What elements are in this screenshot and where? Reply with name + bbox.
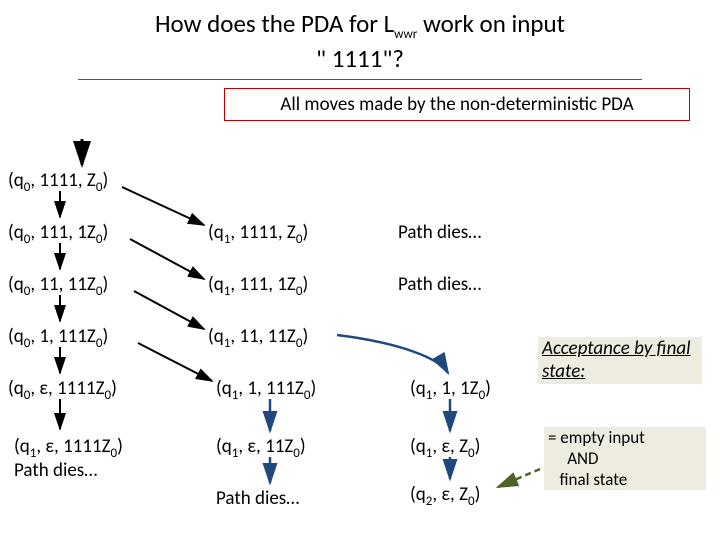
config-q0-eps: (q0, ε, 1111Z0) [8,377,117,403]
slide-title: How does the PDA for Lwwr work on input … [0,0,720,79]
config-q1-eps-1111: (q1, ε, 1111Z0) [14,435,123,461]
path-dies-left: Path dies… [14,459,97,482]
config-q0-111: (q0, 111, 1Z0) [8,221,108,247]
config-q1-eps-z: (q1, ε, Z0) [410,435,480,461]
path-dies-1: Path dies… [398,221,481,244]
config-q1-1-111: (q1, 1, 111Z0) [216,377,316,403]
config-q0-1111: (q0, 1111, Z0) [8,169,108,195]
config-q2-eps-z: (q2, ε, Z0) [410,483,480,509]
config-q1-eps-11: (q1, ε, 11Z0) [216,435,306,461]
diagram-area: (q0, 1111, Z0) (q0, 111, 1Z0) (q0, 11, 1… [0,129,720,529]
subtitle-box: All moves made by the non-deterministic … [224,88,690,121]
explain-label: = empty input AND final state [544,427,706,491]
config-q1-11-11: (q1, 11, 11Z0) [208,325,308,351]
acceptance-label: Acceptance by final state: [538,337,702,385]
title-underline [78,79,642,80]
config-q0-11: (q0, 11, 11Z0) [8,273,108,299]
path-dies-2: Path dies… [398,273,481,296]
config-q1-1111: (q1, 1111, Z0) [208,221,308,247]
path-dies-mid: Path dies… [216,487,299,510]
config-q1-1-1z: (q1, 1, 1Z0) [410,377,491,403]
config-q1-111: (q1, 111, 1Z0) [208,273,308,299]
config-q0-1: (q0, 1, 111Z0) [8,325,108,351]
